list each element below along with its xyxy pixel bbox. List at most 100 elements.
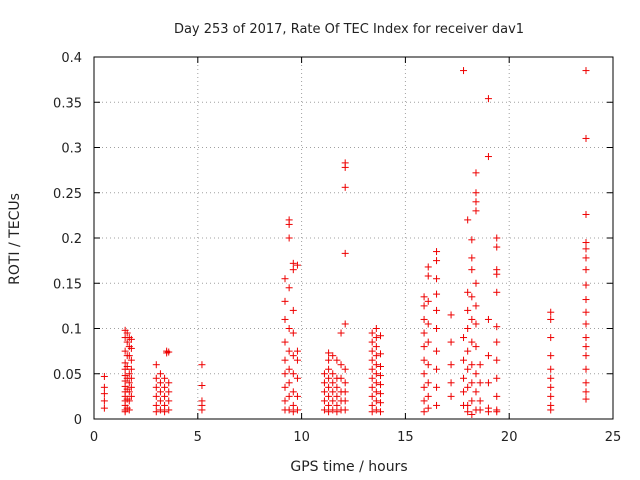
data-point	[472, 198, 480, 206]
data-point	[368, 408, 376, 416]
data-point	[476, 361, 484, 369]
data-point	[293, 406, 301, 414]
data-point	[433, 325, 441, 332]
data-point	[293, 261, 301, 269]
data-point	[161, 392, 169, 400]
data-point	[433, 257, 441, 265]
data-point	[547, 315, 555, 323]
data-point	[582, 308, 590, 316]
y-tick-label: 0.15	[53, 277, 82, 292]
data-point	[368, 401, 376, 409]
data-point	[123, 338, 131, 346]
data-point	[329, 406, 337, 414]
data-point	[424, 404, 432, 412]
data-point	[464, 365, 472, 373]
data-point	[127, 365, 135, 373]
data-point	[293, 374, 301, 382]
data-point	[472, 279, 480, 287]
data-point	[547, 365, 555, 373]
data-point	[152, 374, 160, 382]
data-point	[547, 352, 555, 360]
data-point	[127, 344, 135, 352]
data-point	[372, 352, 380, 360]
data-point	[125, 406, 133, 414]
y-tick-label: 0	[74, 413, 82, 428]
data-point	[582, 320, 590, 328]
data-point	[420, 356, 428, 364]
data-point	[582, 245, 590, 253]
data-point	[337, 374, 345, 382]
data-point	[582, 254, 590, 262]
data-point	[289, 259, 297, 267]
data-point	[341, 388, 349, 396]
data-point	[372, 343, 380, 351]
data-point	[281, 397, 289, 405]
data-point	[472, 302, 480, 310]
data-point	[285, 392, 293, 400]
data-point	[152, 408, 160, 416]
data-point	[333, 392, 341, 400]
data-point	[420, 315, 428, 323]
data-point	[582, 296, 590, 304]
data-point	[424, 263, 432, 271]
data-point	[368, 356, 376, 364]
data-point	[468, 293, 476, 301]
data-point	[285, 365, 293, 373]
data-point	[337, 361, 345, 369]
data-point	[582, 395, 590, 403]
data-point	[484, 153, 492, 161]
data-point	[547, 383, 555, 391]
x-tick-label: 5	[194, 430, 202, 445]
data-point	[320, 397, 328, 405]
data-point	[582, 379, 590, 387]
data-point	[100, 390, 108, 398]
data-point	[447, 361, 455, 369]
data-point	[420, 397, 428, 405]
data-point	[376, 372, 384, 380]
data-point	[337, 329, 345, 337]
data-point	[293, 347, 301, 355]
data-point	[368, 365, 376, 373]
data-point	[368, 329, 376, 337]
data-point	[582, 388, 590, 396]
data-point	[368, 338, 376, 346]
data-point	[285, 220, 293, 228]
data-point	[493, 356, 501, 364]
data-point	[289, 388, 297, 396]
data-point	[464, 216, 472, 224]
data-point	[281, 356, 289, 364]
data-point	[372, 406, 380, 414]
data-point	[372, 370, 380, 378]
data-point	[161, 374, 169, 382]
data-point	[476, 379, 484, 387]
y-tick-label: 0.4	[61, 51, 82, 66]
data-point	[293, 392, 301, 400]
data-point	[376, 381, 384, 389]
data-point	[472, 320, 480, 328]
data-point	[281, 297, 289, 305]
data-point	[468, 410, 476, 418]
data-point	[424, 320, 432, 328]
data-point	[424, 361, 432, 369]
data-point	[420, 408, 428, 416]
data-point	[376, 390, 384, 398]
data-point	[372, 361, 380, 369]
data-point	[329, 352, 337, 360]
data-point	[325, 349, 333, 357]
data-point	[333, 401, 341, 409]
x-tick-label: 0	[90, 430, 98, 445]
data-point	[376, 332, 384, 340]
data-point	[198, 361, 206, 369]
y-tick-label: 0.05	[53, 368, 82, 383]
data-point	[285, 406, 293, 414]
axis-ticks: 0 5 10 15 20 25 0 0.05 0.1 0.15 0.2 0.25 0.3 0.35 0.4	[53, 51, 621, 445]
data-point	[420, 293, 428, 301]
data-point	[484, 379, 492, 387]
data-point	[333, 383, 341, 391]
data-point	[125, 352, 133, 360]
data-point	[582, 352, 590, 360]
data-point	[123, 363, 131, 371]
data-point	[372, 379, 380, 387]
data-point	[424, 297, 432, 305]
